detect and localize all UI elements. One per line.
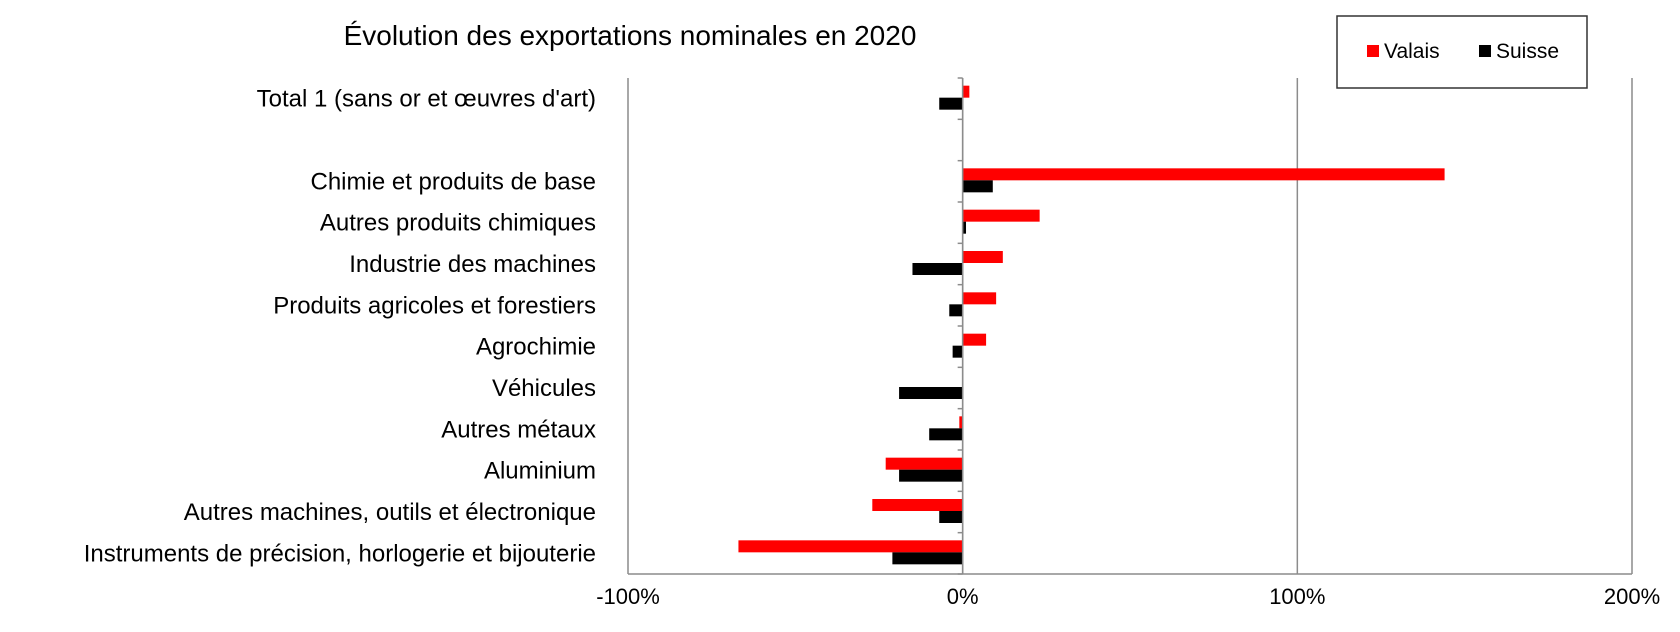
category-label: Autres produits chimiques — [320, 210, 596, 237]
category-label: Chimie et produits de base — [311, 168, 597, 195]
category-label: Aluminium — [484, 458, 596, 485]
legend-swatch — [1367, 45, 1379, 57]
bar-suisse — [939, 97, 963, 110]
category-label: Autres machines, outils et électronique — [184, 499, 596, 526]
category-label: Industrie des machines — [349, 251, 596, 278]
bar-suisse — [892, 552, 963, 565]
bar-valais — [962, 292, 997, 305]
x-tick-label: 200% — [1604, 584, 1660, 609]
legend: Valais Suisse — [1336, 15, 1588, 89]
x-tick-label: 0% — [947, 584, 979, 609]
category-label: Instruments de précision, horlogerie et … — [84, 540, 596, 567]
category-label: Autres métaux — [441, 416, 596, 443]
bar-suisse — [949, 304, 963, 317]
category-label: Véhicules — [492, 375, 596, 402]
category-label: Agrochimie — [476, 334, 596, 361]
bar-suisse — [952, 345, 963, 358]
bar-suisse — [899, 387, 963, 399]
axis-layer: -100% 0% 100% 200% — [596, 77, 1660, 609]
category-label: Total 1 (sans or et œuvres d'art) — [257, 86, 596, 113]
bars-layer — [738, 85, 1445, 565]
bar-valais — [962, 209, 1040, 222]
x-tick-label: 100% — [1269, 584, 1325, 609]
category-label: Produits agricoles et forestiers — [273, 292, 596, 319]
bar-suisse — [962, 221, 967, 234]
bar-valais — [962, 251, 1003, 263]
bar-suisse — [939, 511, 963, 523]
category-labels: Total 1 (sans or et œuvres d'art) Chimie … — [84, 86, 596, 568]
bar-valais — [738, 540, 963, 553]
bar-suisse — [912, 263, 963, 275]
legend-label: Suisse — [1496, 40, 1559, 63]
legend-label: Valais — [1384, 40, 1440, 63]
bar-suisse — [962, 180, 993, 193]
bar-valais — [872, 499, 963, 511]
bar-valais — [959, 416, 963, 429]
bar-valais — [962, 333, 987, 346]
chart-title: Évolution des exportations nominales en … — [344, 20, 917, 51]
bar-suisse — [899, 469, 963, 482]
bar-valais — [962, 85, 970, 98]
bar-suisse — [929, 428, 963, 441]
grid-layer — [627, 78, 1633, 574]
legend-swatch — [1479, 45, 1491, 57]
x-tick-label: -100% — [596, 584, 660, 609]
bar-valais — [962, 168, 1445, 181]
bar-valais — [885, 457, 963, 470]
